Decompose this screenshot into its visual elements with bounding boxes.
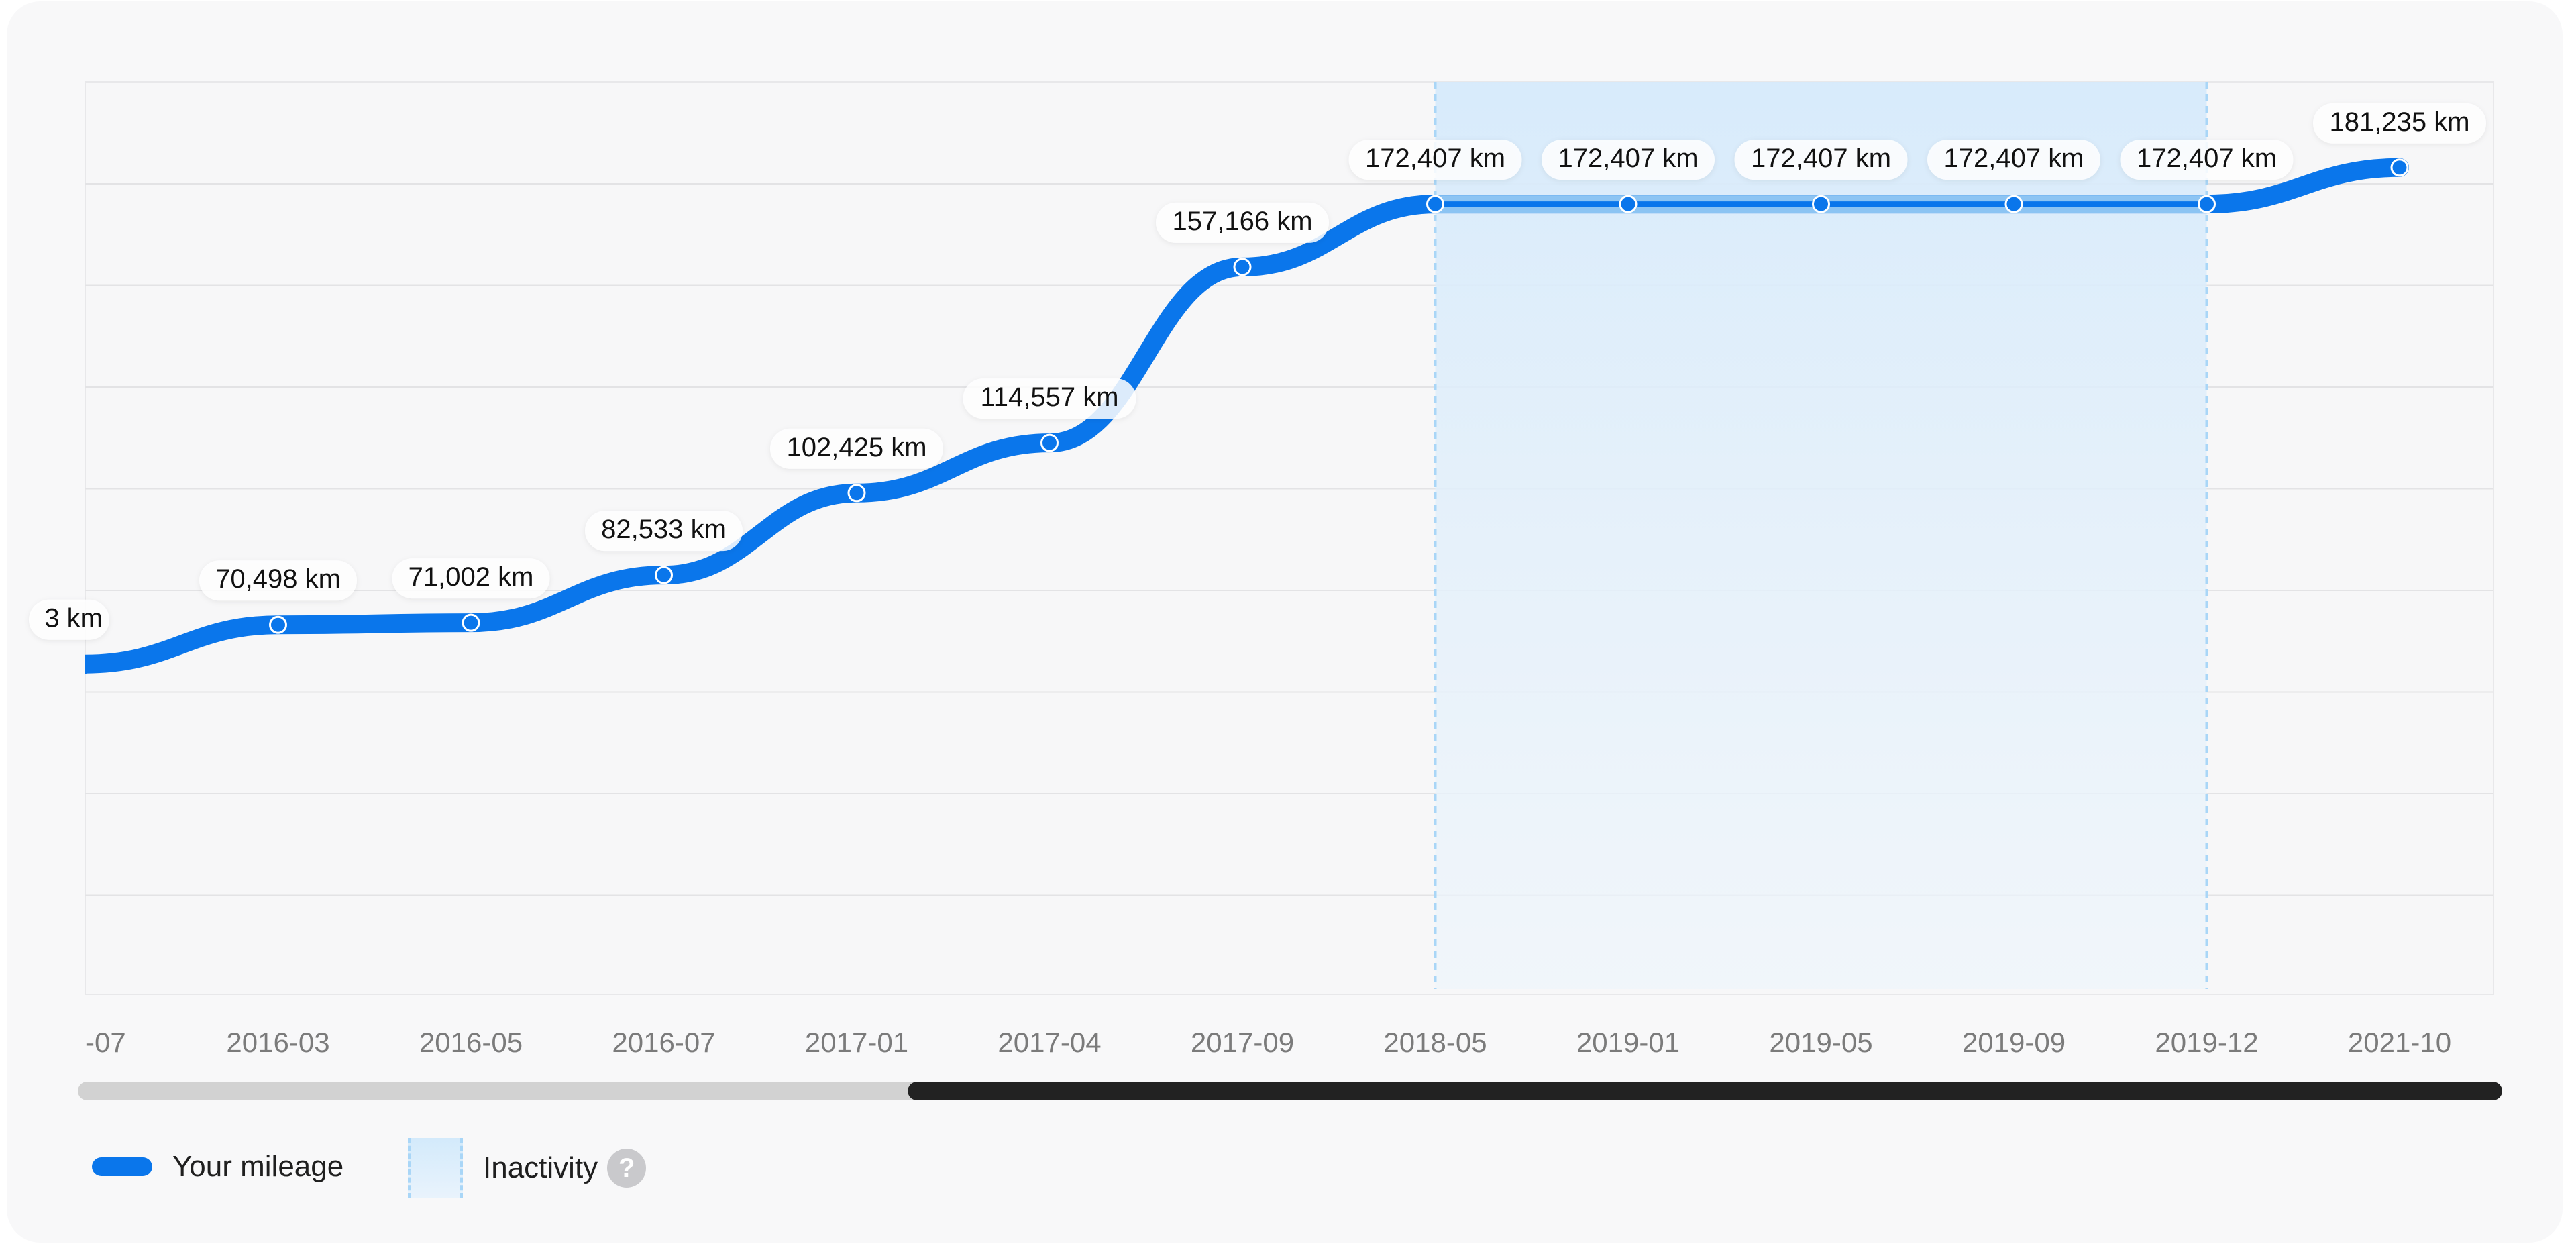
x-tick-label: 2017-01 xyxy=(805,1027,908,1058)
inactivity-swatch xyxy=(408,1138,463,1198)
question-circle-icon[interactable]: ? xyxy=(607,1149,647,1188)
data-point[interactable] xyxy=(1812,195,1830,213)
data-label-text: 172,407 km xyxy=(1943,144,2084,173)
data-label-text: 102,425 km xyxy=(786,433,926,462)
x-tick-label: 2019-01 xyxy=(1576,1027,1680,1058)
data-point[interactable] xyxy=(2004,195,2023,213)
data-label: 172,407 km xyxy=(1927,140,2100,180)
x-tick-label: 2019-05 xyxy=(1769,1027,1872,1058)
x-tick-label: -07 xyxy=(85,1027,126,1058)
data-label-bg xyxy=(770,428,943,469)
data-label: 172,407 km xyxy=(1348,140,1522,180)
data-label: 181,235 km xyxy=(2313,103,2486,144)
data-label-bg xyxy=(2313,103,2486,144)
x-tick-label: 2016-05 xyxy=(419,1027,523,1058)
data-label: 71,002 km xyxy=(392,558,550,599)
data-label: 157,166 km xyxy=(1156,202,1329,243)
data-label: 70,498 km xyxy=(199,560,357,601)
data-point[interactable] xyxy=(1426,195,1444,213)
data-point[interactable] xyxy=(1619,195,1638,213)
data-label-bg xyxy=(963,378,1136,419)
x-tick-label: 2016-03 xyxy=(226,1027,329,1058)
x-tick-label: 2018-05 xyxy=(1383,1027,1487,1058)
inactivity-band xyxy=(1434,82,2208,989)
data-point[interactable] xyxy=(269,615,287,634)
data-point[interactable] xyxy=(2390,158,2409,177)
data-label-text: 172,407 km xyxy=(2137,144,2277,173)
x-tick-label: 2016-07 xyxy=(612,1027,715,1058)
x-tick-label: 2019-12 xyxy=(2155,1027,2258,1058)
x-tick-label: 2021-10 xyxy=(2348,1027,2451,1058)
data-label-text: 181,235 km xyxy=(2329,107,2469,137)
data-label-text: 82,533 km xyxy=(601,515,727,544)
data-label-text: 70,498 km xyxy=(215,564,341,594)
data-label-bg xyxy=(1542,140,1715,180)
legend-item-inactivity: Inactivity ? xyxy=(408,1138,647,1198)
legend-item-your-mileage: Your mileage xyxy=(92,1150,343,1184)
data-label: 82,533 km xyxy=(585,511,743,552)
legend-label-inactivity: Inactivity xyxy=(483,1151,598,1184)
data-label-text: 3 km xyxy=(44,604,103,633)
mileage-swatch xyxy=(92,1157,152,1176)
data-label-bg xyxy=(1927,140,2100,180)
data-label-text: 172,407 km xyxy=(1558,144,1698,173)
inactivity-fill xyxy=(1435,82,2207,989)
data-label-bg xyxy=(1348,140,1522,180)
data-label: 3 km xyxy=(29,599,109,640)
legend-label-your-mileage: Your mileage xyxy=(172,1150,344,1183)
data-label-bg xyxy=(29,599,109,640)
data-label-bg xyxy=(392,558,550,599)
data-point[interactable] xyxy=(847,484,866,503)
chart-card: 3 km 70,498 km 71,002 km 82,533 km 102,425 k… xyxy=(7,1,2563,1243)
data-point[interactable] xyxy=(462,613,480,632)
data-label: 172,407 km xyxy=(2120,140,2294,180)
data-label: 102,425 km xyxy=(770,428,943,469)
data-label-bg xyxy=(2120,140,2294,180)
x-tick-label: 2019-09 xyxy=(1962,1027,2065,1058)
data-label-bg xyxy=(199,560,357,601)
data-label-text: 71,002 km xyxy=(409,562,534,592)
data-label-text: 157,166 km xyxy=(1172,207,1312,236)
data-point[interactable] xyxy=(655,566,673,584)
mileage-chart: 3 km 70,498 km 71,002 km 82,533 km 102,425 k… xyxy=(29,81,2502,1100)
data-label: 172,407 km xyxy=(1734,140,1908,180)
data-label-text: 172,407 km xyxy=(1751,144,1891,173)
data-label-text: 114,557 km xyxy=(980,382,1118,412)
data-point[interactable] xyxy=(1233,258,1252,276)
data-label-bg xyxy=(585,511,743,552)
data-point[interactable] xyxy=(2198,195,2216,213)
data-label: 114,557 km xyxy=(963,378,1136,419)
data-point[interactable] xyxy=(1040,433,1059,452)
x-tick-label: 2017-09 xyxy=(1191,1027,1294,1058)
data-label: 172,407 km xyxy=(1542,140,1715,180)
data-label-text: 172,407 km xyxy=(1365,144,1505,173)
x-tick-label: 2017-04 xyxy=(998,1027,1101,1058)
data-label-bg xyxy=(1734,140,1908,180)
data-label-bg xyxy=(1156,202,1329,243)
